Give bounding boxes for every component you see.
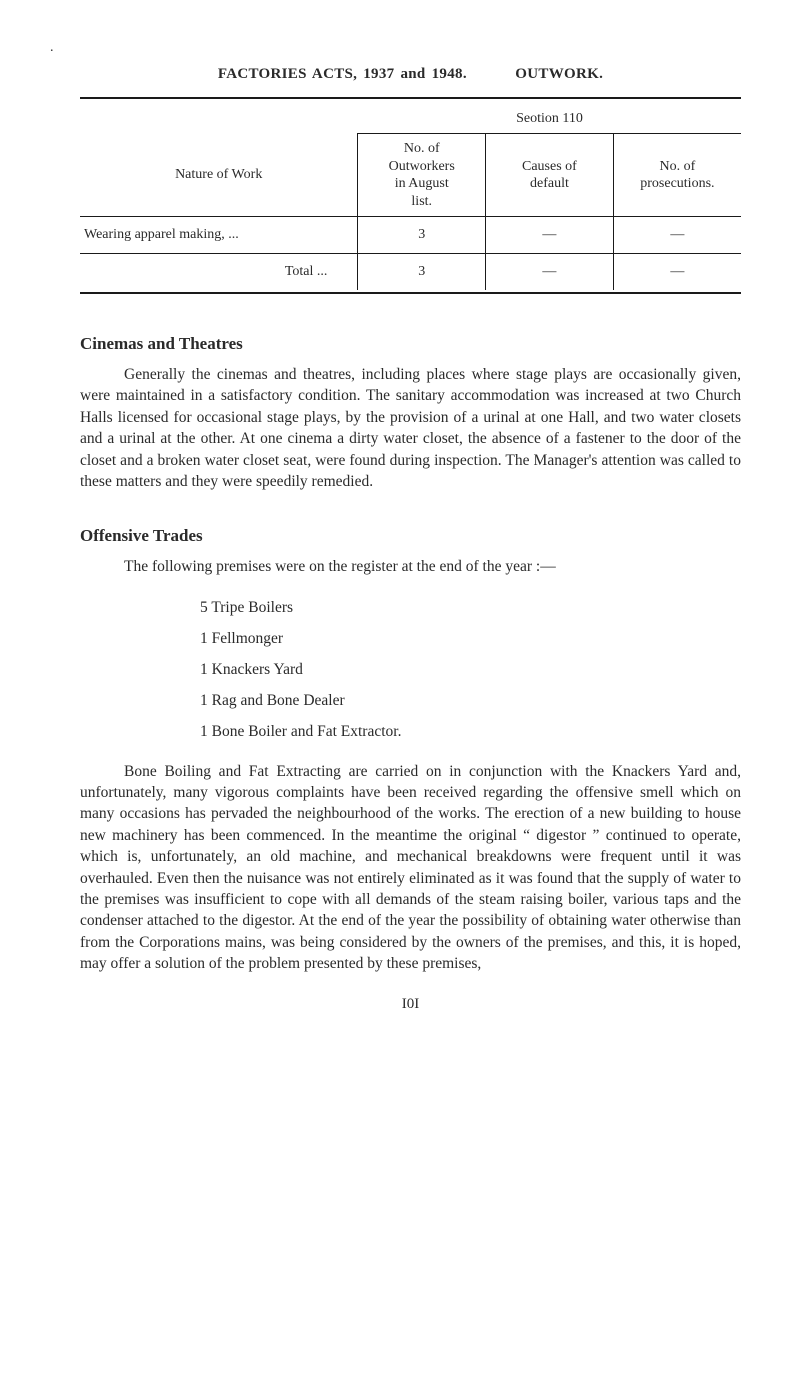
column-labels-row: Nature of Work No. of Outworkers in Augu…	[80, 134, 741, 217]
total-row: Total ... 3 — —	[80, 254, 741, 291]
total-label: Total ...	[80, 254, 358, 291]
total-val-2: —	[486, 254, 614, 291]
list-item: 1 Rag and Bone Dealer	[200, 685, 741, 716]
col-prosecutions: No. of prosecutions.	[613, 134, 741, 217]
table-bottom-rule	[80, 292, 741, 294]
running-head: FACTORIES ACTS, 1937 and 1948. OUTWORK.	[80, 66, 741, 83]
running-head-right: OUTWORK.	[515, 66, 603, 82]
table: Seotion 110 Nature of Work No. of Outwor…	[80, 107, 741, 290]
table-row: Wearing apparel making, ... 3 — —	[80, 217, 741, 254]
cinemas-heading: Cinemas and Theatres	[80, 334, 741, 354]
section-110-row: Seotion 110	[80, 107, 741, 134]
top-rule	[80, 97, 741, 99]
offensive-list: 5 Tripe Boilers 1 Fellmonger 1 Knackers …	[200, 592, 741, 747]
section-110-title: Seotion 110	[358, 107, 741, 134]
list-item: 5 Tripe Boilers	[200, 592, 741, 623]
row-val-3: —	[613, 217, 741, 254]
row-label: Wearing apparel making, ...	[80, 217, 358, 254]
offensive-paragraph: Bone Boiling and Fat Extracting are carr…	[80, 761, 741, 975]
nature-of-work-label: Nature of Work	[80, 134, 358, 217]
list-item: 1 Bone Boiler and Fat Extractor.	[200, 716, 741, 747]
running-head-left: FACTORIES ACTS, 1937 and 1948.	[218, 66, 467, 82]
stray-dot: .	[50, 40, 741, 56]
row-val-1: 3	[358, 217, 486, 254]
offensive-intro: The following premises were on the regis…	[80, 556, 741, 577]
list-item: 1 Knackers Yard	[200, 654, 741, 685]
list-item: 1 Fellmonger	[200, 623, 741, 654]
outwork-table: Seotion 110 Nature of Work No. of Outwor…	[80, 107, 741, 294]
total-val-3: —	[613, 254, 741, 291]
col-causes: Causes of default	[486, 134, 614, 217]
cinemas-paragraph: Generally the cinemas and theatres, incl…	[80, 364, 741, 492]
col-outworkers: No. of Outworkers in August list.	[358, 134, 486, 217]
page-container: . FACTORIES ACTS, 1937 and 1948. OUTWORK…	[0, 0, 801, 1053]
total-val-1: 3	[358, 254, 486, 291]
row-val-2: —	[486, 217, 614, 254]
offensive-heading: Offensive Trades	[80, 526, 741, 546]
page-number: I0I	[80, 996, 741, 1013]
